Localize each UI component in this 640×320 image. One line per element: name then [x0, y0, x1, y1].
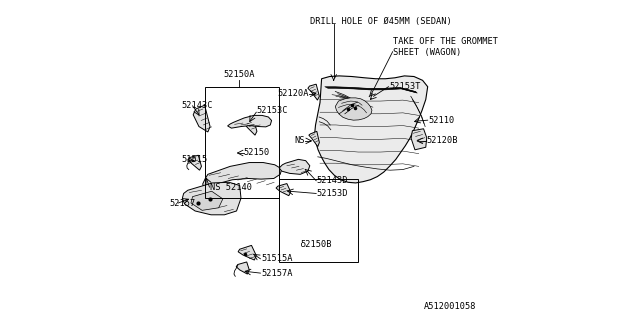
Text: 52110: 52110: [428, 116, 454, 125]
Text: 52157: 52157: [170, 198, 196, 207]
Polygon shape: [411, 129, 427, 150]
Text: 52120A: 52120A: [277, 89, 309, 98]
Text: 52150: 52150: [244, 148, 270, 156]
Text: 52143C: 52143C: [181, 101, 213, 110]
Text: DRILL HOLE OF Ø45MM (SEDAN): DRILL HOLE OF Ø45MM (SEDAN): [310, 17, 452, 26]
Bar: [278, 179, 358, 262]
Text: 52157A: 52157A: [261, 268, 292, 278]
Text: 52153D: 52153D: [317, 189, 348, 198]
Polygon shape: [308, 84, 319, 100]
Polygon shape: [238, 245, 256, 260]
Polygon shape: [188, 155, 202, 170]
Polygon shape: [191, 191, 223, 210]
Text: NS 52140: NS 52140: [210, 183, 252, 192]
Polygon shape: [335, 98, 372, 120]
Polygon shape: [315, 76, 428, 183]
Text: 52120B: 52120B: [427, 136, 458, 145]
Polygon shape: [236, 262, 249, 274]
Text: TAKE OFF THE GROMMET
SHEET (WAGON): TAKE OFF THE GROMMET SHEET (WAGON): [394, 37, 499, 57]
Text: A512001058: A512001058: [424, 302, 476, 311]
Polygon shape: [276, 184, 291, 196]
Text: 52150A: 52150A: [223, 70, 255, 79]
Polygon shape: [193, 105, 210, 132]
Bar: [205, 87, 278, 198]
Text: NS: NS: [294, 136, 305, 145]
Text: 51515A: 51515A: [261, 254, 292, 263]
Polygon shape: [203, 163, 282, 189]
Polygon shape: [182, 182, 241, 215]
Text: 52153C: 52153C: [256, 106, 288, 115]
Text: 52143D: 52143D: [317, 176, 348, 185]
Polygon shape: [228, 116, 271, 128]
Polygon shape: [279, 159, 310, 174]
Text: 52150B: 52150B: [301, 240, 332, 249]
Text: 51515: 51515: [181, 156, 207, 164]
Polygon shape: [309, 131, 319, 147]
Polygon shape: [244, 120, 257, 135]
Text: 52153T: 52153T: [390, 82, 421, 91]
